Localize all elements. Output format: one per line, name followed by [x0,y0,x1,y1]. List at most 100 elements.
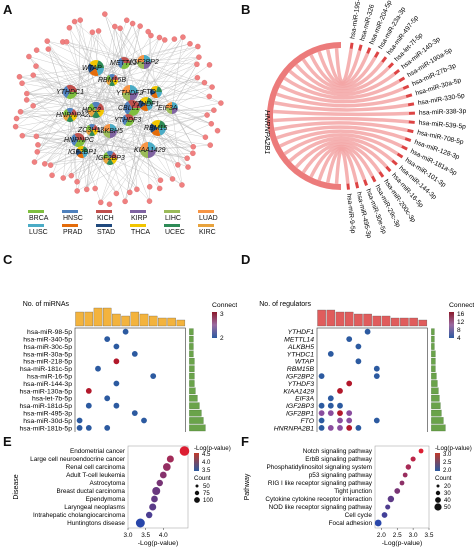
connection-dot [85,388,92,394]
network-edge [71,157,111,176]
right-bar [189,409,202,417]
legend-title: Connections [212,302,237,309]
connection-dot [327,351,334,357]
x-tick-label: 3.5 [141,532,150,539]
network-edge [111,56,199,81]
gene-label: WTAP [82,65,102,72]
enrichment-point [385,504,391,510]
category-label: Phosphatidylinositol signaling system [266,464,372,471]
color-legend-tick: 4.5 [202,452,211,458]
chord-ribbon [283,76,401,100]
network-edge [47,41,111,159]
right-bar [189,424,206,432]
panel-b: B HNRNPA2B1 hsa-miR-195-5p hsa-miR-326 hsa-… [237,0,474,250]
plot-frame [374,445,430,529]
network-edge [116,127,159,194]
top-bar [418,319,428,327]
enrichment-point [149,503,157,511]
right-bar [431,409,442,417]
mirna-node [71,18,78,25]
cancer-legend: BRCA HNSC KICH KIRP LIHC LUAD LUSC PRAD STAD THCA… [0,208,237,248]
mirna-sector [363,179,368,186]
network-edge [37,144,83,153]
right-bar [431,380,438,387]
network-edge [69,114,178,166]
network-edge [171,107,183,185]
mirna-node [180,34,186,40]
top-bar [176,319,186,327]
network-edge [34,91,71,163]
connection-dot [76,417,83,424]
network-edge [109,130,211,146]
connection-dot [104,336,111,342]
color-legend-title: -Log(p-value) [194,445,231,452]
regulator-node-slice [96,103,104,110]
mirna-node [113,190,120,197]
network-edge [147,110,214,151]
mirna-node [201,79,208,86]
mirna-node [195,43,201,50]
mirna-node [102,11,108,17]
regulator-node-slice [88,63,96,73]
legend-tick: 16 [457,311,465,318]
top-bar [130,311,140,327]
network-edge [76,127,159,182]
regulator-node-slice [122,93,130,101]
legend-swatch [164,223,180,227]
legend-swatch [96,223,112,227]
legend-tick: 3 [220,311,224,318]
mirna-node [63,39,70,45]
enrichment-point [156,479,163,487]
mirna-chord-diagram: HNRNPA2B1hsa-miR-195-5phsa-miR-326hsa-mi… [263,0,467,239]
network-edge [94,130,111,189]
network-edge [129,38,175,94]
right-bar [431,395,440,402]
legend-item: KIRC [198,222,217,236]
regulator-node-slice [66,108,74,115]
network-edge [20,111,79,141]
row-label: IGF2BP2 [286,374,314,381]
top-bar [121,315,130,327]
enrichment-point [179,446,190,456]
regulator-node-slice [112,80,118,86]
regulator-node-slice [139,99,146,109]
row-label: hsa-miR-16-5p [27,374,72,381]
size-legend-dot [194,490,200,496]
regulator-node-slice [102,151,110,158]
legend-swatch [164,209,180,213]
legend-label: KIRP [131,215,148,222]
connection-dot [346,336,353,342]
regulator-node-slice [124,101,132,115]
chord-ribbon [294,139,388,169]
regulator-node-slice [89,60,99,68]
top-bar [75,311,84,327]
regulator-node-slice [150,88,156,96]
regulator-node-slice [106,151,114,158]
regulator-node-slice [66,92,77,100]
mirna-sector [370,175,377,183]
chord-ribbon [301,58,384,90]
chord-ribbon [309,54,377,88]
regulator-node-slice [146,104,153,111]
right-bar [431,424,446,432]
network-edge [143,61,213,88]
size-legend-tick: 40 [444,498,451,504]
network-edge [145,103,173,179]
legend-swatch [130,223,146,227]
top-bar [354,313,363,327]
category-label: Astrocytoma [89,480,125,487]
network-edge [147,123,212,151]
right-bar [189,395,198,402]
category-label: Breast ductal carcinoma [56,488,125,495]
mirna-node [77,17,83,23]
enrichment-point [405,464,412,470]
mirna-node [129,20,136,27]
chord-ribbon [334,148,350,184]
mirna-node [194,61,200,67]
right-bar [431,387,439,395]
regulator-node-slice [128,100,140,108]
legend-label: LIHC [165,215,181,222]
legend-tick: 2 [220,335,224,342]
top-bar [390,317,400,327]
top-bar [372,315,382,327]
